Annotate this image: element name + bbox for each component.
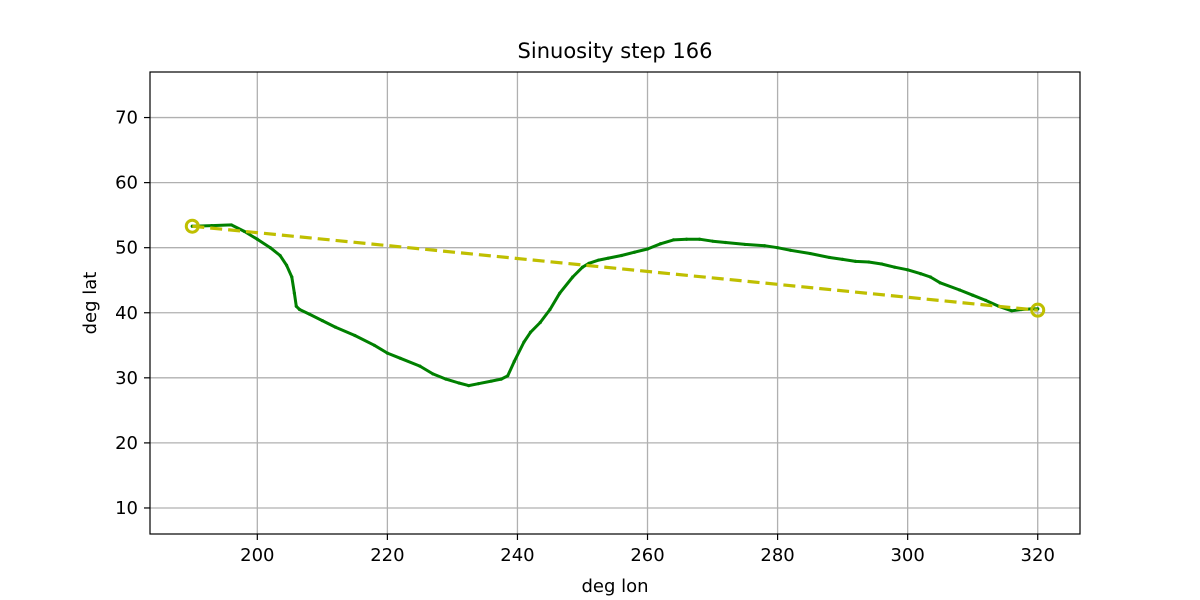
track-point (928, 275, 933, 279)
track-point (353, 333, 357, 338)
track-point (444, 377, 448, 381)
track-point (431, 372, 435, 376)
track-point (333, 325, 337, 329)
grid-lines (150, 72, 1080, 534)
track-point (906, 268, 910, 272)
plot-frame (149, 71, 1081, 535)
track-point (893, 265, 897, 269)
track-point (320, 318, 324, 323)
endpoint-marker (1030, 302, 1046, 318)
track-point (958, 288, 962, 292)
track-point (548, 307, 552, 312)
track-point (788, 248, 793, 252)
x-tick-label: 300 (890, 545, 924, 566)
track-point (1010, 309, 1014, 313)
track-point (828, 255, 832, 260)
track-point (762, 244, 767, 248)
y-tick-label: 20 (115, 433, 138, 454)
track-point (242, 229, 246, 234)
track-point (938, 281, 942, 285)
track-point (229, 223, 233, 227)
track-point (723, 240, 728, 245)
track-point (571, 275, 575, 279)
track-point (489, 379, 494, 383)
track-line-series (190, 223, 1040, 388)
track-point (841, 257, 845, 262)
track-point (522, 340, 526, 344)
track-point (580, 265, 585, 269)
track-point (499, 377, 503, 381)
track-point (658, 242, 663, 246)
track-point (971, 293, 975, 297)
track-point (645, 247, 650, 251)
track-point (268, 246, 272, 250)
track-point (854, 259, 858, 263)
track-point (597, 258, 601, 262)
track-point (880, 262, 884, 266)
track-point (290, 275, 294, 279)
track-point (808, 251, 812, 256)
track-point (372, 343, 376, 347)
track-point (697, 237, 702, 241)
x-tick-label: 220 (370, 545, 404, 566)
track-point (457, 381, 461, 385)
y-tick-label: 10 (115, 498, 138, 519)
track-point (284, 263, 289, 267)
track-point (292, 291, 296, 295)
track-point (867, 260, 871, 264)
x-tick-label: 260 (630, 545, 664, 566)
track-point (297, 307, 302, 312)
track-point (210, 223, 214, 228)
track-point (398, 356, 402, 360)
x-axis-label: deg lon (581, 576, 648, 597)
track-point (278, 253, 282, 258)
track-point (710, 239, 715, 243)
track-point (467, 384, 471, 388)
track-point (512, 359, 516, 364)
x-tick-label: 280 (760, 545, 794, 566)
track-point (743, 242, 747, 247)
y-tick-label: 40 (115, 303, 138, 324)
x-tick-label: 200 (240, 545, 274, 566)
y-tick-label: 70 (115, 108, 138, 129)
track-point (538, 320, 542, 325)
track-point (307, 312, 311, 316)
track-point (558, 291, 562, 295)
x-tick-label: 240 (500, 545, 534, 566)
track-point (476, 382, 481, 386)
track-point (619, 253, 624, 258)
track-point (294, 304, 298, 308)
track-point (632, 250, 637, 254)
track-point (255, 237, 259, 241)
y-axis-label: deg lat (80, 272, 101, 335)
track-point (684, 237, 689, 241)
endpoint-marker (184, 218, 200, 234)
track-point (528, 330, 533, 334)
data-series (184, 218, 1046, 388)
track-point (984, 298, 988, 302)
chart-title: Sinuosity step 166 (518, 39, 713, 63)
y-tick-label: 60 (115, 173, 138, 194)
track-point (919, 272, 923, 276)
straight-line-series (192, 224, 1038, 312)
track-point (671, 238, 676, 242)
track-point (606, 256, 611, 260)
y-tick-label: 50 (115, 238, 138, 259)
track-point (775, 246, 780, 250)
axis-ticks: 200 220 240 260 280 300 320 10 20 30 40 50 60 70 (115, 108, 1055, 566)
track-point (418, 364, 422, 368)
x-tick-label: 320 (1021, 545, 1055, 566)
y-tick-label: 30 (115, 368, 138, 389)
track-point (385, 351, 389, 355)
track-point (506, 374, 510, 378)
